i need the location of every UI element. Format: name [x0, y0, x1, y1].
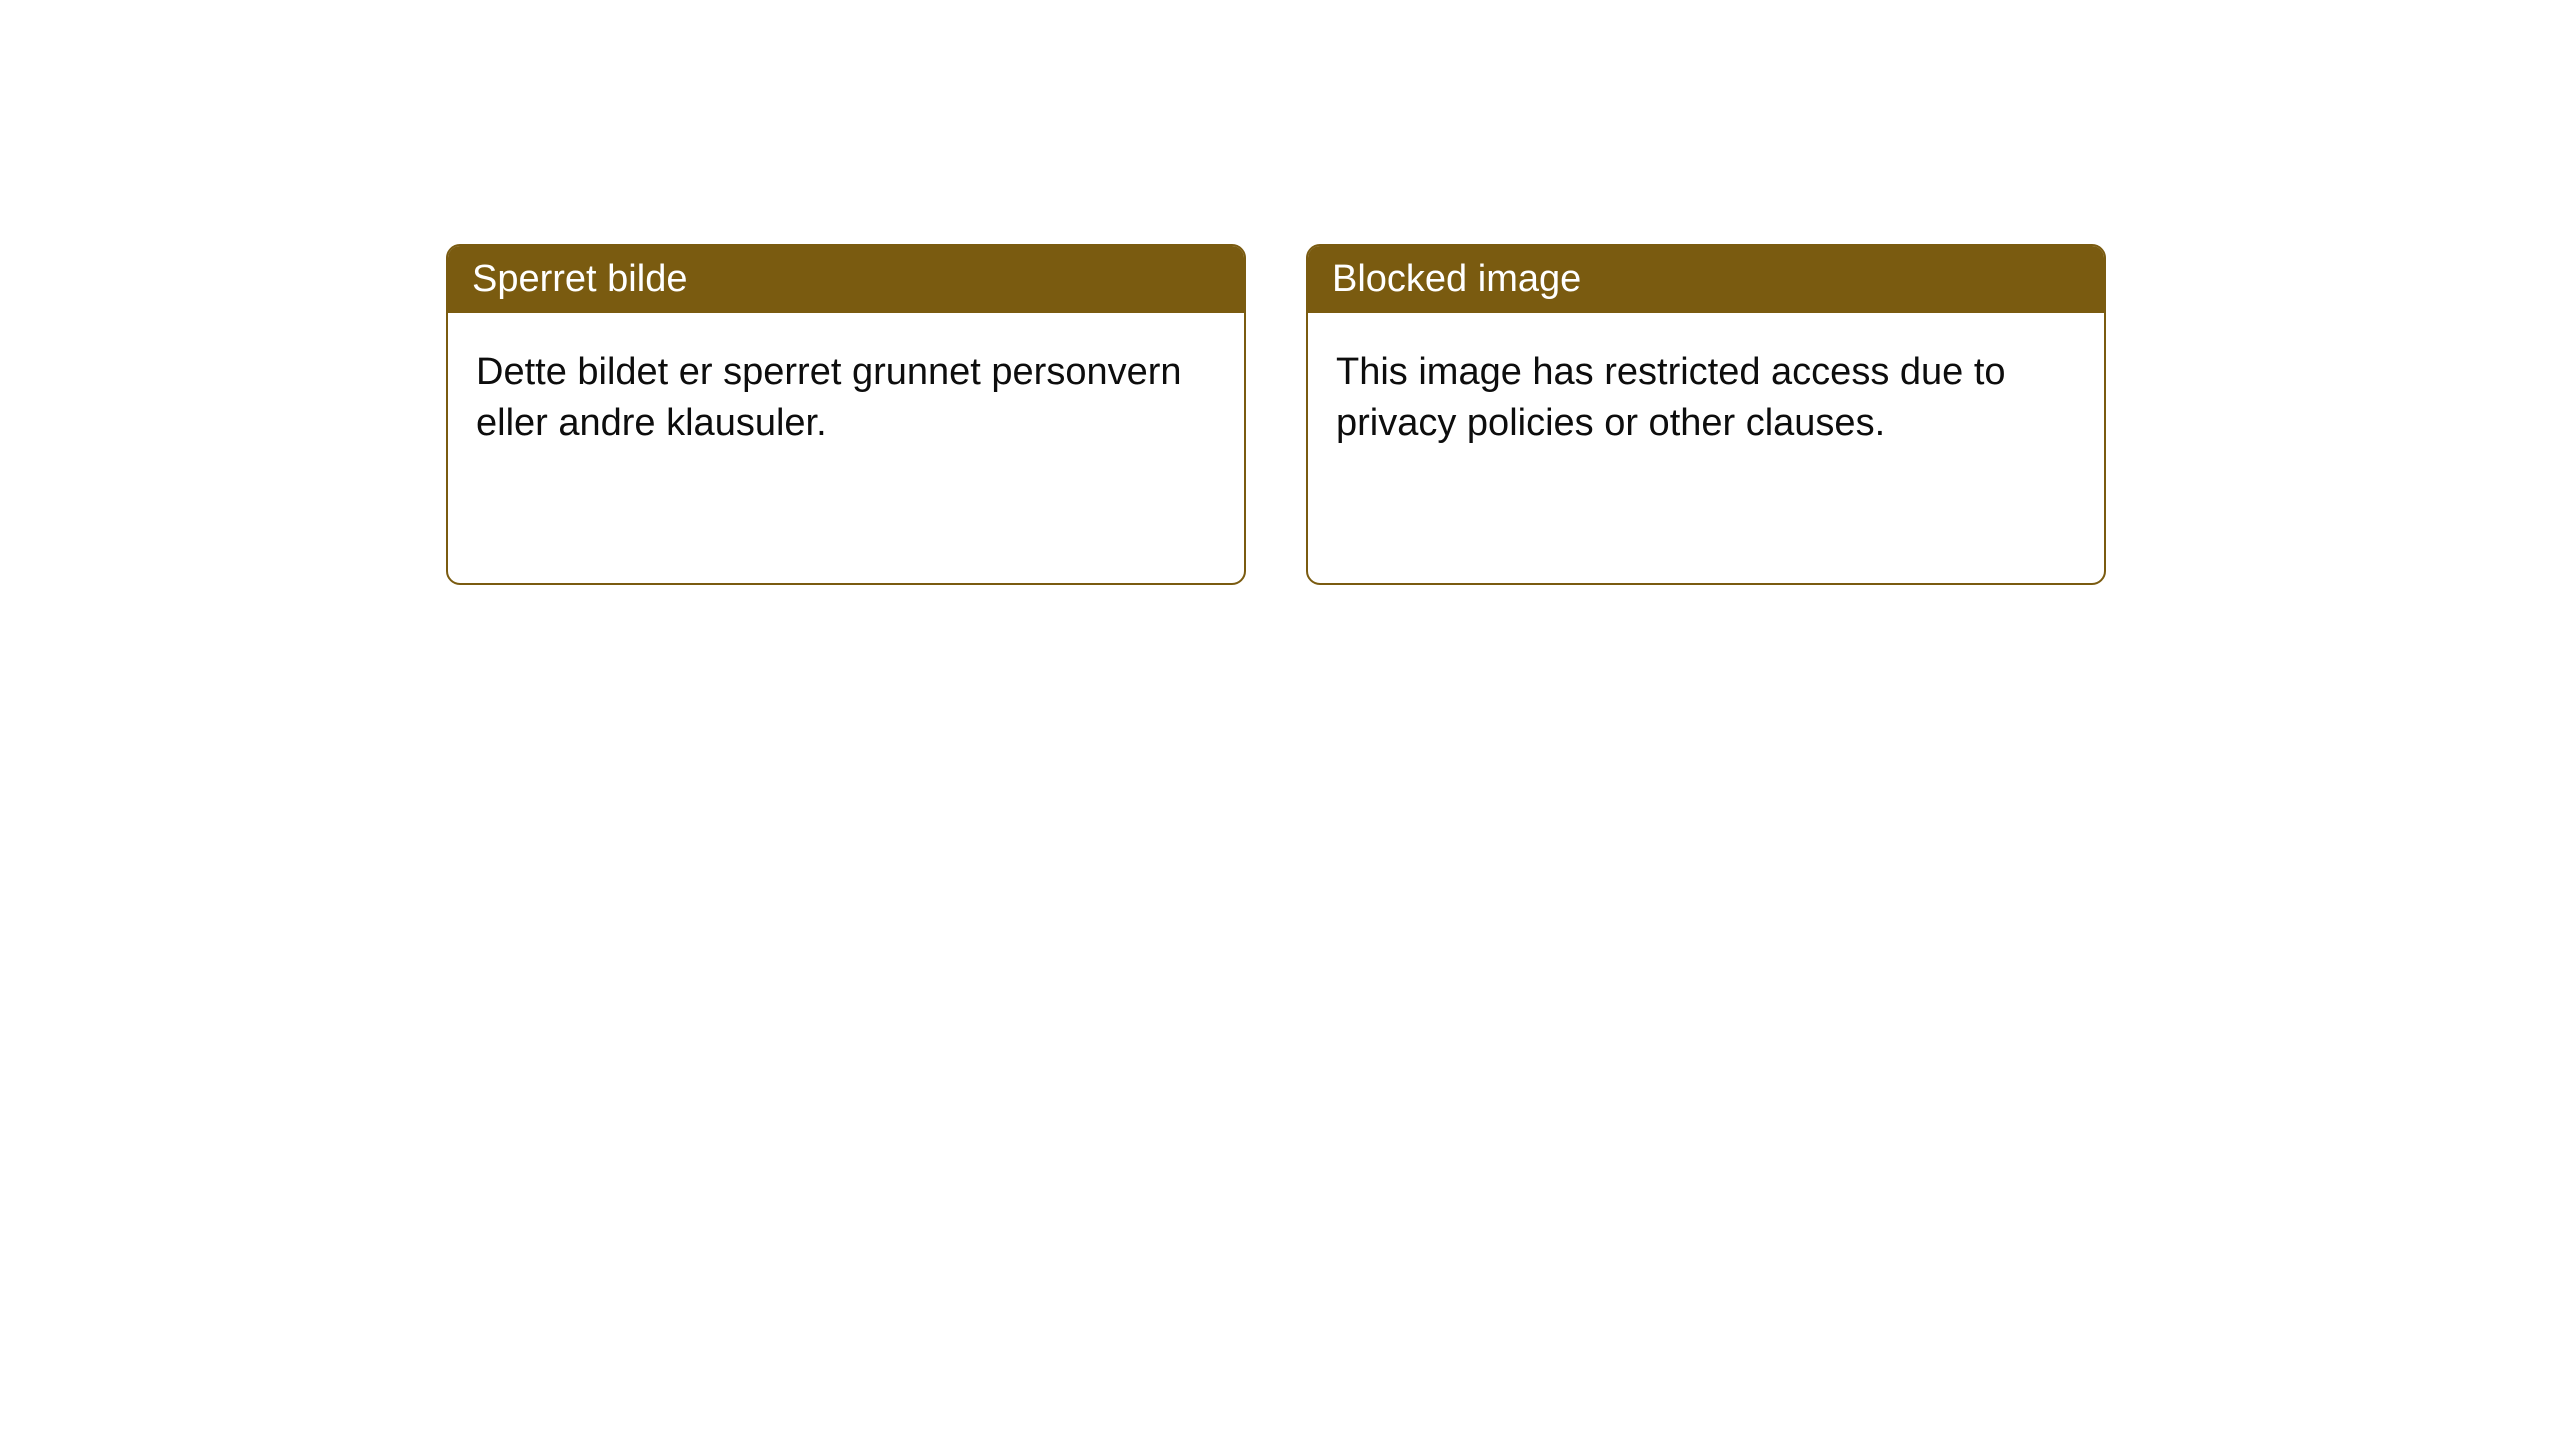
notice-container: Sperret bilde Dette bildet er sperret gr… — [0, 0, 2560, 585]
notice-body: Dette bildet er sperret grunnet personve… — [448, 313, 1244, 583]
notice-title: Sperret bilde — [448, 246, 1244, 313]
notice-card-norwegian: Sperret bilde Dette bildet er sperret gr… — [446, 244, 1246, 585]
notice-card-english: Blocked image This image has restricted … — [1306, 244, 2106, 585]
notice-body: This image has restricted access due to … — [1308, 313, 2104, 583]
notice-title: Blocked image — [1308, 246, 2104, 313]
